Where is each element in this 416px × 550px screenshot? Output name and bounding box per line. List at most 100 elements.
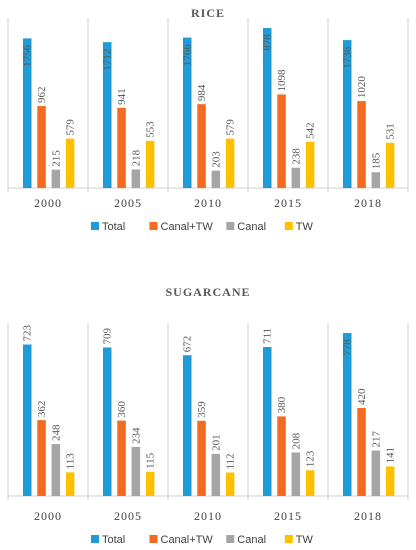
bar-total-2010 [183, 355, 192, 496]
data-label: 420 [356, 388, 368, 405]
legend-label: TW [296, 221, 314, 233]
chart-title: RICE [191, 6, 225, 20]
chart-title: SUGARCANE [165, 285, 250, 299]
bar-canal-2005 [131, 446, 141, 496]
bar-tw-2005 [145, 471, 155, 496]
data-label: 203 [210, 151, 222, 168]
data-label: 238 [290, 148, 302, 165]
data-label: 201 [210, 434, 222, 451]
x-tick-label: 2000 [34, 196, 62, 210]
data-label: 579 [65, 119, 77, 136]
bar-canal-2018 [371, 450, 381, 496]
data-label: 1766 [182, 44, 194, 67]
data-label: 778 [342, 339, 354, 356]
data-label: 962 [36, 87, 48, 104]
data-label: 362 [36, 401, 48, 418]
x-tick-label: 2015 [274, 196, 302, 210]
data-label: 709 [102, 327, 114, 344]
bar-canal-2010 [211, 170, 221, 188]
legend-swatch-canal [226, 222, 235, 230]
data-label: 984 [196, 84, 208, 101]
data-label: 1712 [102, 49, 114, 71]
legend-swatch-tw [284, 535, 293, 543]
bar-tw-2010 [225, 138, 235, 188]
data-label: 248 [50, 424, 62, 441]
bar-tw-2005 [145, 140, 155, 188]
bar-total-2000 [23, 38, 32, 188]
data-label: 531 [385, 123, 397, 140]
bar-total-2018 [343, 333, 352, 496]
bar-canal-2000 [51, 444, 61, 496]
x-tick-label: 2018 [354, 509, 382, 523]
bar-tw-2018 [385, 142, 395, 188]
bar-tw-2018 [385, 466, 395, 496]
data-label: 579 [225, 119, 237, 136]
bar-tw-2010 [225, 472, 235, 496]
data-label: 218 [130, 149, 142, 166]
bar-total-2005 [103, 42, 112, 189]
legend-swatch-canal-tw [149, 222, 158, 230]
data-label: 723 [22, 325, 34, 342]
legend-swatch-tw [284, 222, 293, 230]
bar-total-2005 [103, 347, 112, 496]
legend-swatch-canal [226, 535, 235, 543]
x-tick-label: 2015 [274, 509, 302, 523]
x-tick-label: 2010 [194, 509, 222, 523]
data-label: 215 [50, 150, 62, 167]
bar-total-2010 [183, 37, 192, 188]
data-label: 1020 [356, 76, 368, 99]
bar-canal-tw-2000 [37, 106, 46, 188]
data-label: 234 [130, 427, 142, 444]
bar-total-2015 [263, 28, 272, 188]
data-label: 113 [65, 453, 77, 470]
legend-swatch-canal-tw [149, 535, 158, 543]
data-label: 359 [196, 401, 208, 418]
bar-canal-2010 [211, 453, 221, 496]
x-tick-label: 2000 [34, 509, 62, 523]
data-label: 553 [145, 121, 157, 138]
legend-label: Canal+TW [161, 221, 214, 233]
data-label: 208 [290, 432, 302, 449]
bar-tw-2015 [305, 141, 315, 188]
data-label: 123 [305, 450, 317, 467]
bar-total-2000 [23, 344, 32, 496]
bar-canal-2018 [371, 172, 381, 188]
bar-canal-2005 [131, 169, 141, 188]
legend-label: Canal [237, 221, 266, 233]
legend-label: Canal+TW [161, 534, 214, 546]
bar-tw-2000 [65, 472, 75, 496]
data-label: 380 [276, 396, 288, 413]
data-label: 1098 [276, 69, 288, 92]
data-label: 115 [145, 452, 157, 469]
bar-total-2015 [263, 347, 272, 496]
data-label: 185 [370, 152, 382, 169]
legend-label: Total [102, 221, 125, 233]
x-tick-label: 2018 [354, 196, 382, 210]
data-label: 711 [262, 328, 274, 344]
bar-canal-2015 [291, 452, 301, 496]
data-label: 672 [182, 336, 194, 353]
legend: Total Canal+TW Canal TW [91, 221, 314, 233]
data-label: 941 [116, 88, 128, 105]
bar-tw-2000 [65, 138, 75, 188]
data-label: 112 [225, 453, 237, 469]
data-label: 1756 [22, 44, 34, 67]
x-tick-label: 2005 [114, 196, 142, 210]
legend: Total Canal+TW Canal TW [91, 534, 314, 546]
x-tick-label: 2010 [194, 196, 222, 210]
legend-label: TW [296, 534, 314, 546]
data-label: 360 [116, 401, 128, 418]
bar-canal-tw-2005 [117, 420, 126, 496]
bar-canal-tw-2005 [117, 107, 126, 188]
legend-label: Total [102, 534, 125, 546]
legend-label: Canal [237, 534, 266, 546]
bar-canal-tw-2015 [277, 94, 286, 188]
bar-canal-2015 [291, 167, 301, 188]
legend-swatch-total [91, 222, 99, 230]
x-tick-label: 2005 [114, 509, 142, 523]
bar-canal-tw-2018 [357, 101, 366, 188]
data-label: 141 [385, 447, 397, 464]
bar-canal-2000 [51, 169, 61, 188]
